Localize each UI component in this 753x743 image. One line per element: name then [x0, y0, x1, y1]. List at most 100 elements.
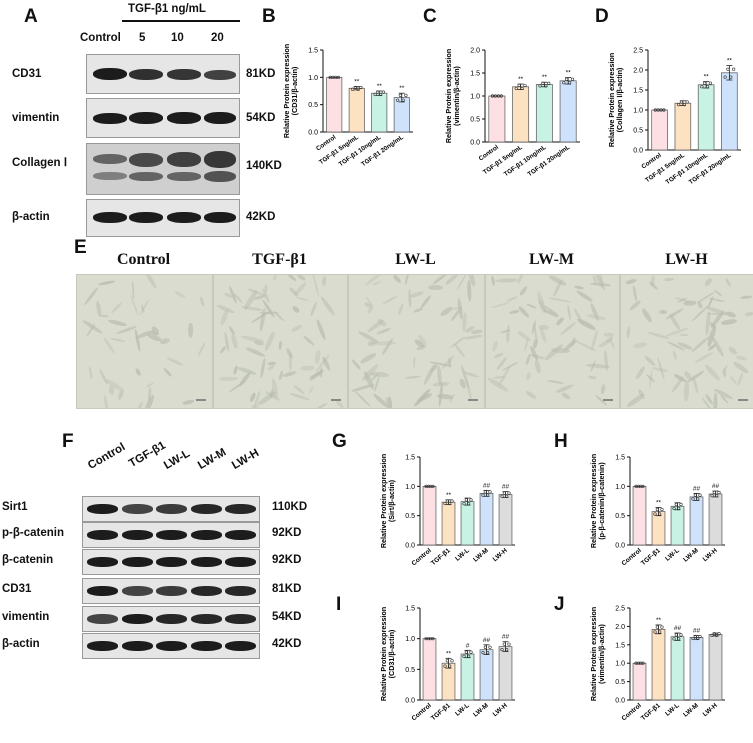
blot-strip: [86, 199, 240, 237]
y-axis-label: Relative Protein expression(Sirt/β-actin…: [379, 454, 396, 548]
cell: [560, 391, 572, 401]
row-label: vimentin: [12, 112, 60, 124]
blot-band: [87, 614, 118, 624]
data-point: [658, 512, 662, 516]
bar: [488, 95, 506, 143]
data-point: [691, 497, 695, 501]
cell: [491, 340, 500, 352]
blot-band: [225, 641, 256, 651]
cell: [683, 301, 697, 307]
data-point: [682, 103, 686, 107]
category-label: TGF-β1 20ng/mL: [688, 152, 733, 186]
bar-chart-g: Relative Protein expression(Sirt/β-actin…: [379, 454, 515, 567]
data-point: [486, 651, 490, 655]
data-point: [396, 98, 400, 102]
bar: [441, 501, 456, 546]
bar: [498, 494, 513, 546]
category-label: TGF-β1: [640, 547, 662, 567]
panel-label-d: D: [595, 6, 609, 27]
significance-mark: ##: [483, 637, 491, 644]
blot-band: [156, 530, 187, 540]
data-point: [567, 81, 572, 85]
data-point: [404, 93, 408, 97]
data-point: [502, 491, 506, 495]
cell: [516, 329, 532, 342]
blot-strip: [82, 578, 260, 604]
cell: [444, 275, 459, 286]
cell: [515, 275, 525, 285]
cell: [404, 375, 421, 380]
cell: [296, 296, 310, 302]
data-point: [443, 501, 447, 506]
category-label: TGF-β1 10ng/mL: [503, 144, 548, 178]
data-point: [679, 633, 683, 637]
cell: [735, 355, 748, 361]
cell: [218, 344, 227, 355]
cell: [143, 275, 158, 290]
y-tick-label: 1.5: [405, 606, 415, 613]
cell: [134, 367, 143, 377]
cell: [727, 345, 739, 356]
row-label: β-actin: [2, 638, 40, 650]
blot-band: [156, 586, 187, 596]
panel-label-h: H: [554, 431, 568, 452]
data-point: [483, 490, 487, 494]
kd-label: 42KD: [272, 638, 302, 650]
lane-label: 5: [139, 32, 146, 44]
micrograph-title: Control: [116, 251, 171, 268]
category-label: LW-M: [682, 702, 700, 718]
category-label: LW-M: [472, 547, 490, 563]
cell: [505, 324, 511, 343]
cell: [288, 391, 310, 401]
data-point: [677, 506, 681, 510]
y-tick-label: 2.0: [633, 68, 643, 75]
cell: [419, 294, 432, 309]
scale-bar: [196, 399, 206, 401]
cell: [703, 277, 713, 288]
blot-strip: [82, 522, 260, 548]
panel-label-f: F: [62, 431, 74, 452]
cell: [535, 290, 547, 314]
micrograph-title: LW-H: [665, 251, 708, 268]
blot-band: [190, 504, 222, 514]
micrograph-image: [213, 274, 348, 409]
data-point: [488, 645, 492, 649]
data-point: [505, 494, 509, 498]
cell: [317, 402, 328, 408]
data-point: [493, 94, 498, 98]
cell: [588, 375, 598, 380]
y-tick-label: 0.5: [405, 667, 415, 674]
cell: [576, 316, 598, 332]
category-label: LW-L: [664, 702, 681, 718]
bar: [689, 637, 704, 701]
y-tick-label: 2.5: [633, 48, 643, 55]
y-tick-label: 0.5: [405, 513, 415, 520]
data-point: [693, 634, 697, 639]
cell: [663, 277, 675, 282]
blot-band: [121, 504, 153, 514]
cell: [259, 357, 267, 379]
cell: [625, 326, 631, 340]
cell: [679, 333, 690, 337]
row-label: Sirt1: [2, 501, 28, 513]
micrograph-image: [348, 274, 485, 409]
cell: [282, 370, 297, 378]
blot-band: [225, 557, 256, 567]
cell: [196, 341, 206, 356]
data-point: [679, 100, 684, 104]
y-axis-label: Relative Protein expression(p-β-catenin/…: [589, 454, 606, 548]
category-label: TGF-β1: [640, 702, 662, 722]
cell: [436, 366, 443, 386]
lane-label: Control: [86, 441, 128, 472]
y-tick-label: 1.5: [615, 642, 625, 649]
cell: [672, 349, 679, 361]
blot-band: [121, 530, 153, 540]
bar: [632, 662, 647, 701]
category-label: TGF-β1 20ng/mL: [360, 134, 405, 168]
bar: [441, 662, 456, 701]
bar: [697, 84, 715, 151]
cell: [703, 363, 721, 382]
data-point: [717, 632, 721, 636]
cell: [573, 284, 585, 290]
cell: [463, 334, 483, 341]
